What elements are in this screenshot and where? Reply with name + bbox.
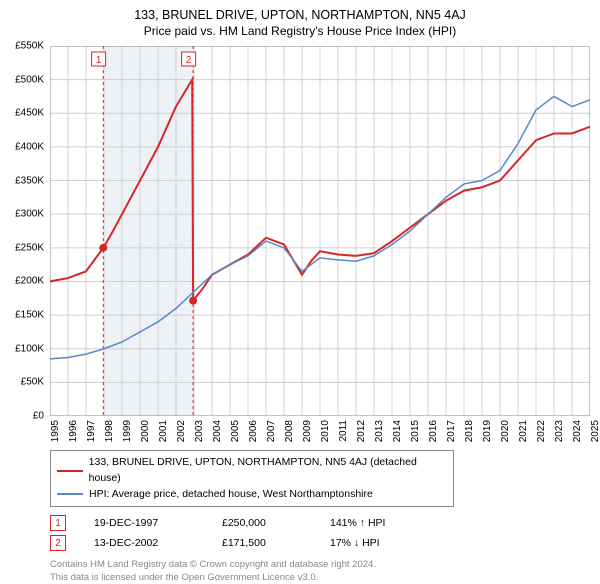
x-axis-label: 2001	[158, 420, 169, 442]
chart-svg: 12	[50, 46, 590, 416]
y-axis-label: £150K	[15, 310, 44, 321]
x-axis-label: 2019	[482, 420, 493, 442]
y-axis-label: £100K	[15, 343, 44, 354]
legend-label-1: 133, BRUNEL DRIVE, UPTON, NORTHAMPTON, N…	[89, 455, 447, 487]
y-axis-label: £450K	[15, 108, 44, 119]
x-axis-label: 2010	[320, 420, 331, 442]
marker-delta: 17% ↓ HPI	[330, 537, 380, 549]
x-axis-label: 2022	[536, 420, 547, 442]
legend: 133, BRUNEL DRIVE, UPTON, NORTHAMPTON, N…	[50, 450, 454, 507]
y-axis-label: £50K	[21, 377, 44, 388]
x-axis-label: 2025	[590, 420, 600, 442]
legend-row-1: 133, BRUNEL DRIVE, UPTON, NORTHAMPTON, N…	[57, 455, 447, 487]
chart-title: 133, BRUNEL DRIVE, UPTON, NORTHAMPTON, N…	[0, 8, 600, 22]
chart-subtitle: Price paid vs. HM Land Registry's House …	[0, 24, 600, 38]
legend-swatch-2	[57, 493, 83, 495]
x-axis-label: 2017	[446, 420, 457, 442]
legend-label-2: HPI: Average price, detached house, West…	[89, 487, 373, 503]
marker-price: £171,500	[222, 537, 302, 549]
x-axis-label: 2000	[140, 420, 151, 442]
x-axis-label: 2003	[194, 420, 205, 442]
marker-row: 1 19-DEC-1997 £250,000 141% ↑ HPI	[50, 513, 580, 533]
y-axis-label: £200K	[15, 276, 44, 287]
y-axis-label: £400K	[15, 141, 44, 152]
x-axis-labels: 1995 1996 1997 1998 1999 2000 2001 2002 2003 2004…	[50, 418, 590, 448]
marker-date: 13-DEC-2002	[94, 537, 194, 549]
x-axis-label: 2008	[284, 420, 295, 442]
y-axis-label: £550K	[15, 41, 44, 52]
marker-number-box: 2	[50, 535, 66, 551]
x-axis-label: 2004	[212, 420, 223, 442]
y-axis-label: £500K	[15, 74, 44, 85]
copyright-line1: Contains HM Land Registry data © Crown c…	[50, 559, 580, 571]
marker-table: 1 19-DEC-1997 £250,000 141% ↑ HPI 2 13-DEC-20…	[50, 513, 580, 553]
x-axis-label: 1998	[104, 420, 115, 442]
x-axis-label: 2005	[230, 420, 241, 442]
x-axis-label: 2024	[572, 420, 583, 442]
marker-row: 2 13-DEC-2002 £171,500 17% ↓ HPI	[50, 533, 580, 553]
y-axis-label: £350K	[15, 175, 44, 186]
x-axis-label: 2016	[428, 420, 439, 442]
x-axis-label: 2012	[356, 420, 367, 442]
y-axis-label: £0	[33, 411, 44, 422]
copyright-line2: This data is licensed under the Open Gov…	[50, 572, 580, 584]
x-axis-label: 2014	[392, 420, 403, 442]
title-block: 133, BRUNEL DRIVE, UPTON, NORTHAMPTON, N…	[0, 0, 600, 38]
x-axis-label: 1997	[86, 420, 97, 442]
x-axis-label: 2006	[248, 420, 259, 442]
marker-date: 19-DEC-1997	[94, 517, 194, 529]
chart-container: 133, BRUNEL DRIVE, UPTON, NORTHAMPTON, N…	[0, 0, 600, 560]
y-axis-label: £250K	[15, 242, 44, 253]
x-axis-label: 2013	[374, 420, 385, 442]
x-axis-label: 2009	[302, 420, 313, 442]
x-axis-label: 2015	[410, 420, 421, 442]
x-axis-label: 2002	[176, 420, 187, 442]
y-axis-label: £300K	[15, 209, 44, 220]
copyright: Contains HM Land Registry data © Crown c…	[50, 559, 580, 584]
legend-swatch-1	[57, 470, 83, 472]
marker-number-box: 1	[50, 515, 66, 531]
x-axis-label: 2023	[554, 420, 565, 442]
x-axis-label: 1995	[50, 420, 61, 442]
y-axis-labels: £0£50K£100K£150K£200K£250K£300K£350K£400…	[0, 46, 48, 416]
x-axis-label: 2011	[338, 420, 349, 442]
svg-text:2: 2	[186, 55, 192, 66]
chart-area: 12	[50, 46, 590, 416]
svg-text:1: 1	[96, 55, 102, 66]
marker-price: £250,000	[222, 517, 302, 529]
x-axis-label: 2018	[464, 420, 475, 442]
x-axis-label: 2020	[500, 420, 511, 442]
legend-row-2: HPI: Average price, detached house, West…	[57, 487, 447, 503]
x-axis-label: 2007	[266, 420, 277, 442]
marker-delta: 141% ↑ HPI	[330, 517, 385, 529]
footer: 133, BRUNEL DRIVE, UPTON, NORTHAMPTON, N…	[50, 450, 580, 584]
x-axis-label: 2021	[518, 420, 529, 442]
x-axis-label: 1996	[68, 420, 79, 442]
x-axis-label: 1999	[122, 420, 133, 442]
